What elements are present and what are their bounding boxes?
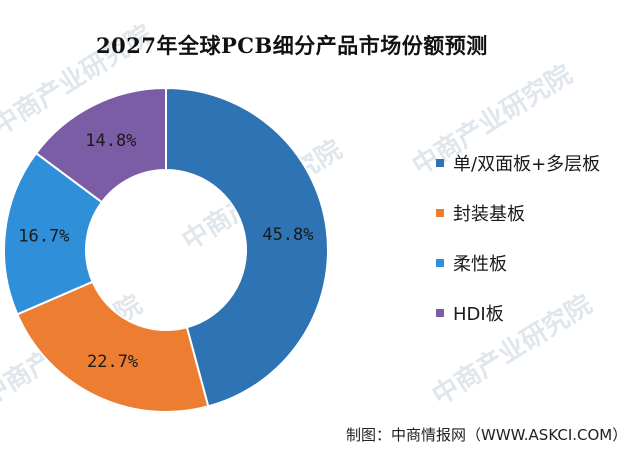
legend-label: 柔性板 (453, 254, 507, 275)
legend: 单/双面板+多层板 封装基板 柔性板 HDI板 (436, 152, 600, 352)
legend-item-hdi-board: HDI板 (436, 302, 600, 325)
slice-hdi-board (34, 86, 167, 204)
data-label: 16.7% (18, 227, 69, 247)
legend-swatch (436, 209, 444, 217)
legend-item-package-substrate: 封装基板 (436, 202, 600, 225)
legend-swatch (436, 159, 444, 167)
data-label: 45.8% (262, 225, 313, 245)
legend-label: 封装基板 (453, 204, 525, 225)
legend-label: HDI板 (453, 304, 504, 325)
slice-package-substrate (16, 280, 210, 413)
legend-swatch (436, 309, 444, 317)
source-credit: 制图：中商情报网（WWW.ASKCI.COM） (346, 426, 628, 444)
legend-label: 单/双面板+多层板 (453, 154, 601, 175)
legend-swatch (436, 259, 444, 267)
data-label: 22.7% (87, 352, 138, 372)
legend-item-flexible-board: 柔性板 (436, 252, 600, 275)
slice-flexible-board (3, 151, 104, 316)
slice-single-double-multilayer (165, 86, 329, 408)
chart-title: 2027年全球PCB细分产品市场份额预测 (96, 33, 488, 58)
legend-item-single-double-multilayer: 单/双面板+多层板 (436, 152, 601, 175)
data-label: 14.8% (85, 131, 136, 151)
